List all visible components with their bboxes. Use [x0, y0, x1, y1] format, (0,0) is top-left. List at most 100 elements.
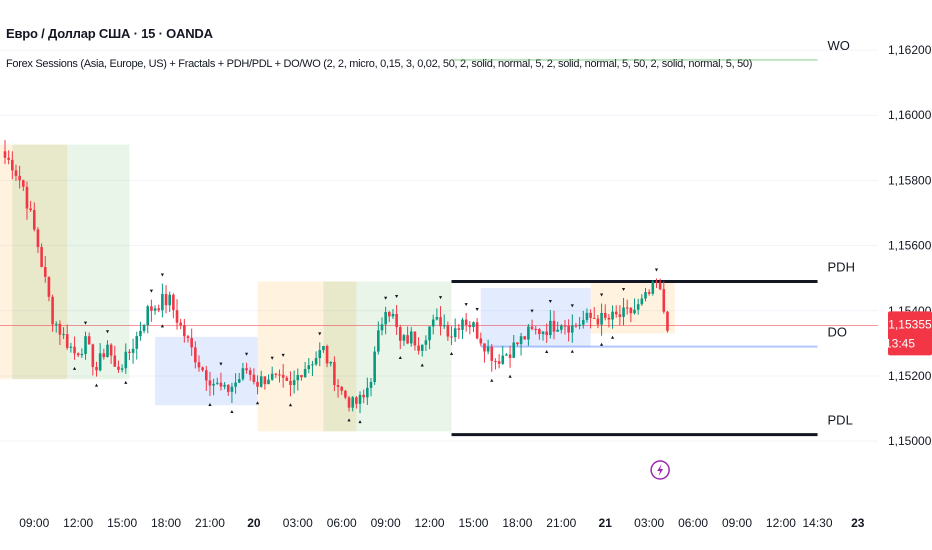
candle-body: [658, 282, 662, 290]
candle-body: [655, 281, 658, 283]
grid: [0, 49, 878, 442]
candle: [571, 314, 574, 343]
session-box-europe: [12, 144, 68, 380]
level-label-do: DO: [828, 325, 848, 340]
candle: [344, 389, 347, 400]
candle-body: [373, 351, 376, 383]
candle: [300, 374, 303, 381]
candle: [662, 281, 666, 314]
candle-body: [640, 298, 644, 305]
fractal-high-marker: [318, 332, 322, 336]
candle-body: [545, 331, 548, 336]
candle: [618, 305, 622, 326]
candle-body: [256, 381, 259, 387]
candle-body: [549, 320, 552, 336]
candle: [340, 385, 344, 395]
candle-body: [347, 397, 351, 408]
candle-body: [124, 351, 128, 369]
candle: [406, 326, 409, 345]
candle: [428, 326, 431, 350]
candle: [541, 331, 545, 341]
candle-body: [219, 382, 223, 387]
candle: [472, 321, 475, 333]
candle: [636, 298, 640, 315]
candle: [237, 372, 241, 384]
candle: [479, 332, 483, 347]
candle-body: [666, 311, 669, 331]
candle: [311, 360, 314, 377]
candle: [607, 313, 611, 328]
candle: [29, 200, 32, 212]
candle-body: [413, 331, 417, 346]
candle-body: [237, 379, 241, 383]
candle: [483, 343, 486, 363]
candle: [146, 304, 150, 334]
candle: [377, 321, 380, 355]
candle-body: [281, 374, 285, 378]
candle: [450, 326, 453, 346]
candle: [69, 342, 73, 353]
candle-body: [391, 313, 395, 317]
candle: [98, 343, 102, 372]
candle-body: [560, 325, 563, 330]
candle-body: [32, 210, 36, 230]
fractal-high-marker: [570, 304, 574, 308]
candle-body: [409, 331, 413, 344]
candle-body: [150, 306, 153, 311]
price-tick: 1,15800: [888, 173, 932, 187]
candle: [384, 306, 387, 335]
candle-body: [18, 175, 21, 181]
candle-body: [69, 346, 73, 348]
session-box-asia: [480, 287, 591, 347]
candle: [523, 336, 527, 340]
candle-body: [259, 376, 263, 387]
candle: [128, 349, 131, 361]
fractal-low-marker: [255, 401, 260, 405]
candle: [256, 375, 259, 395]
candle-body: [592, 317, 596, 319]
candle-body: [183, 325, 186, 337]
candle: [640, 294, 644, 306]
candle: [76, 352, 80, 358]
fractal-high-marker: [244, 352, 249, 356]
level-lines: [451, 58, 818, 437]
candle: [362, 389, 365, 404]
candle: [73, 336, 76, 360]
candle: [329, 361, 333, 367]
candle-body: [98, 353, 102, 371]
candle: [446, 321, 450, 341]
candle-body: [80, 353, 84, 356]
candle: [40, 243, 43, 268]
candle-body: [194, 347, 197, 363]
candle: [95, 361, 98, 377]
candle-body: [464, 319, 468, 325]
candle-body: [581, 319, 585, 325]
indicator-legend[interactable]: Forex Sessions (Asia, Europe, US) + Frac…: [6, 58, 753, 70]
candle-body: [585, 312, 589, 320]
fractal-high-marker: [105, 330, 110, 334]
candle-body: [603, 312, 607, 318]
time-tick: 03:00: [283, 516, 313, 530]
candle: [651, 279, 655, 296]
candle-body: [468, 324, 472, 328]
candle-body: [215, 382, 219, 384]
candle-body: [420, 344, 424, 351]
time-tick: 12:00: [63, 516, 93, 530]
candle: [530, 319, 534, 331]
candle: [596, 314, 600, 329]
candle-body: [457, 328, 461, 330]
candle-body: [311, 364, 314, 366]
candle-body: [497, 361, 501, 364]
candle: [603, 304, 607, 321]
candle: [252, 368, 256, 385]
candle: [552, 310, 556, 340]
candle-body: [40, 247, 43, 268]
candle-body: [36, 229, 40, 248]
candle: [512, 334, 516, 358]
candle-body: [636, 304, 640, 310]
candle-body: [446, 324, 450, 337]
candle-body: [3, 151, 7, 158]
candle: [11, 151, 14, 180]
candle: [391, 309, 395, 319]
